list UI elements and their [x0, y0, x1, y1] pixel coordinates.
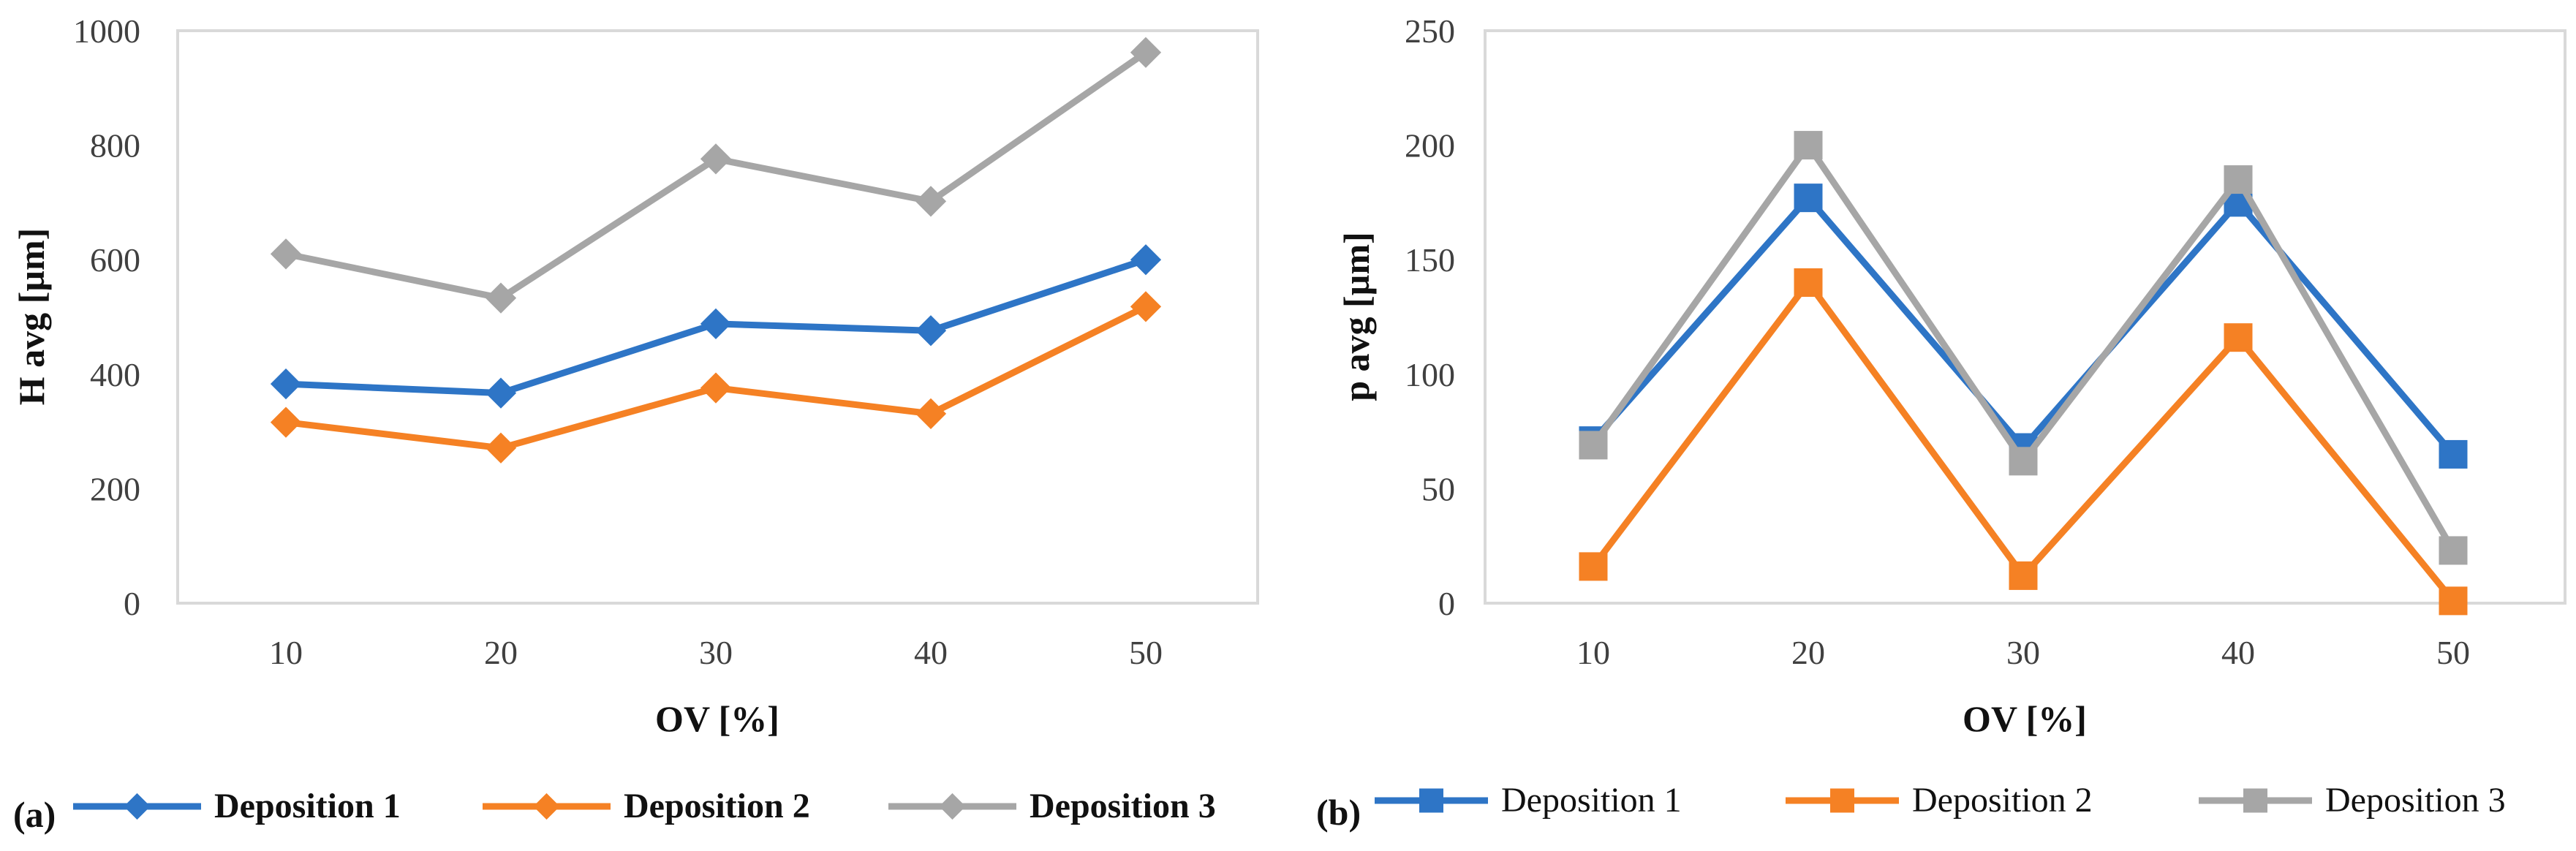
panel-a-legend: Deposition 1 Deposition 2 Deposition 3: [73, 787, 1216, 825]
panel-a-series-3-point: [915, 186, 947, 217]
panel-a-series-1-point: [270, 368, 302, 400]
panel-a-legend-marker-2: [533, 793, 560, 820]
panel-b-legend-label-3: Deposition 3: [2325, 781, 2506, 820]
panel-a-legend-label-1: Deposition 1: [214, 787, 401, 825]
panel-a-x-tick-label: 20: [484, 634, 518, 671]
panel-b-series-2-point: [2439, 586, 2468, 616]
panel-a-frame: [176, 29, 1259, 605]
panel-a-x-axis-title: OV [%]: [655, 698, 779, 739]
panel-a-y-tick-label: 0: [124, 585, 140, 622]
panel-a-label: (a): [13, 794, 56, 835]
panel-a-x-tick-label: 10: [269, 634, 303, 671]
panel-b-label: (b): [1316, 792, 1361, 833]
panel-a-series-3-line: [282, 49, 1149, 302]
panel-b-y-tick-label: 250: [1405, 12, 1455, 50]
panel-b-legend-marker-3: [2243, 788, 2267, 813]
panel-a-series-3-point: [1130, 37, 1162, 68]
panel-b-y-tick-label: 0: [1438, 585, 1455, 622]
panel-a-series-1-point: [1130, 244, 1162, 276]
panel-b-series-2-point: [2224, 323, 2253, 352]
panel-b-y-axis-title: p avg [µm]: [1336, 232, 1377, 401]
panel-b-series-1-point: [2439, 439, 2468, 469]
panel-a-y-tick-label: 1000: [73, 12, 140, 50]
panel-b-legend: Deposition 1 Deposition 2 Deposition 3: [1375, 781, 2506, 820]
panel-a-series-3-point: [700, 143, 732, 175]
panel-a-x-ticks: 10 20 30 40 50: [269, 634, 1163, 671]
panel-b-series-3-point: [1794, 131, 1823, 160]
panel-b-series-3-line: [1590, 142, 2457, 554]
panel-b-series-3-point: [1579, 431, 1608, 460]
panel-a-y-tick-label: 600: [90, 241, 140, 279]
panel-b-legend-marker-2: [1830, 788, 1854, 813]
panel-a-series: [270, 37, 1162, 464]
panel-a-legend-label-2: Deposition 2: [624, 787, 810, 825]
panel-b-pitch-chart: p avg [µm] OV [%] 0 50 100 150 200 250 10 20 30…: [1316, 12, 2566, 833]
panel-a-legend-label-3: Deposition 3: [1030, 787, 1216, 825]
panel-b-x-tick-label: 40: [2221, 634, 2255, 671]
panel-b-x-tick-label: 50: [2436, 634, 2470, 671]
panel-b-series-2-point: [1579, 552, 1608, 581]
panel-b-x-axis-title: OV [%]: [1963, 698, 2087, 739]
panel-b-y-tick-label: 200: [1405, 127, 1455, 164]
panel-a-x-tick-label: 30: [699, 634, 733, 671]
panel-b-y-tick-label: 150: [1405, 241, 1455, 279]
panel-b-series: [1579, 131, 2468, 616]
panel-b-y-tick-label: 100: [1405, 356, 1455, 393]
panel-a-y-ticks: 0 200 400 600 800 1000: [73, 12, 140, 622]
panel-b-series-3-point: [2224, 165, 2253, 194]
panel-b-x-tick-label: 30: [2006, 634, 2040, 671]
panel-a-legend-marker-3: [939, 793, 966, 820]
panel-b-legend-label-2: Deposition 2: [1912, 781, 2093, 820]
panel-b-series-3-point: [2009, 447, 2038, 476]
panel-b-y-ticks: 0 50 100 150 200 250: [1405, 12, 1455, 622]
panel-a-series-1-point: [485, 377, 517, 409]
panel-b-legend-marker-1: [1419, 788, 1443, 813]
panel-a-series-2-point: [915, 398, 947, 429]
panel-b-series-3-point: [2439, 536, 2468, 565]
panel-a-series-1-point: [915, 315, 947, 347]
panel-b-y-tick-label: 50: [1421, 470, 1455, 507]
panel-a-hardness-chart: H avg [µm] OV [%] 0 200 400 600 800 1000 10 20…: [11, 12, 1259, 835]
panel-b-series-2-point: [2009, 561, 2038, 590]
panel-b-x-tick-label: 10: [1576, 634, 1610, 671]
panel-b-x-tick-label: 20: [1791, 634, 1825, 671]
panel-a-series-1-point: [700, 308, 732, 340]
panel-a-series-3-point: [270, 238, 302, 270]
panel-a-series-3-point: [485, 282, 517, 314]
panel-a-series-2-point: [485, 432, 517, 464]
panel-a-series-2-point: [270, 406, 302, 438]
panel-b-legend-label-1: Deposition 1: [1501, 781, 1682, 820]
panel-a-series-2-point: [700, 372, 732, 404]
panel-a-x-tick-label: 50: [1129, 634, 1163, 671]
panel-b-frame: [1484, 29, 2566, 605]
panel-a-series-2-point: [1130, 291, 1162, 322]
panel-a-y-tick-label: 200: [90, 470, 140, 507]
panel-a-legend-marker-1: [124, 793, 151, 820]
panel-a-y-tick-label: 800: [90, 127, 140, 164]
panel-b-series-2-point: [1794, 268, 1823, 298]
panel-a-x-tick-label: 40: [914, 634, 948, 671]
panel-a-y-tick-label: 400: [90, 356, 140, 393]
panel-a-y-axis-title: H avg [µm]: [11, 228, 52, 406]
panel-b-x-ticks: 10 20 30 40 50: [1576, 634, 2470, 671]
panel-b-series-1-point: [1794, 184, 1823, 213]
